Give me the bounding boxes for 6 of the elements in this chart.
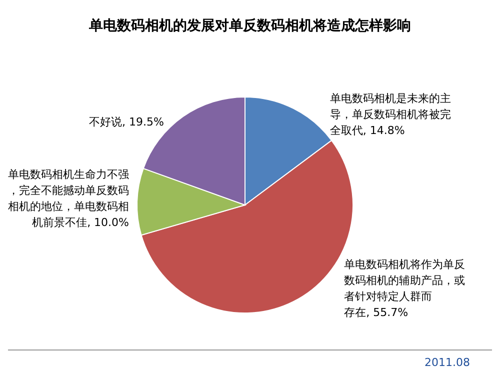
slice-label: 不好说, 19.5% (88, 115, 164, 128)
chart-title: 单电数码相机的发展对单反数码相机将造成怎样影响 (88, 17, 411, 34)
slice-label: 单电数码相机是未来的主导，单反数码相机将被完全取代, 14.8% (330, 92, 451, 138)
slice-label: 单电数码相机将作为单反数码相机的辅助产品，或者针对特定人群而存在, 55.7% (344, 258, 466, 320)
slice-label: 单电数码相机生命力不强，完全不能撼动单反数码相机的地位，单电数码相机前景不佳, 10.0% (8, 168, 129, 229)
text: 2011.08 (424, 356, 470, 369)
